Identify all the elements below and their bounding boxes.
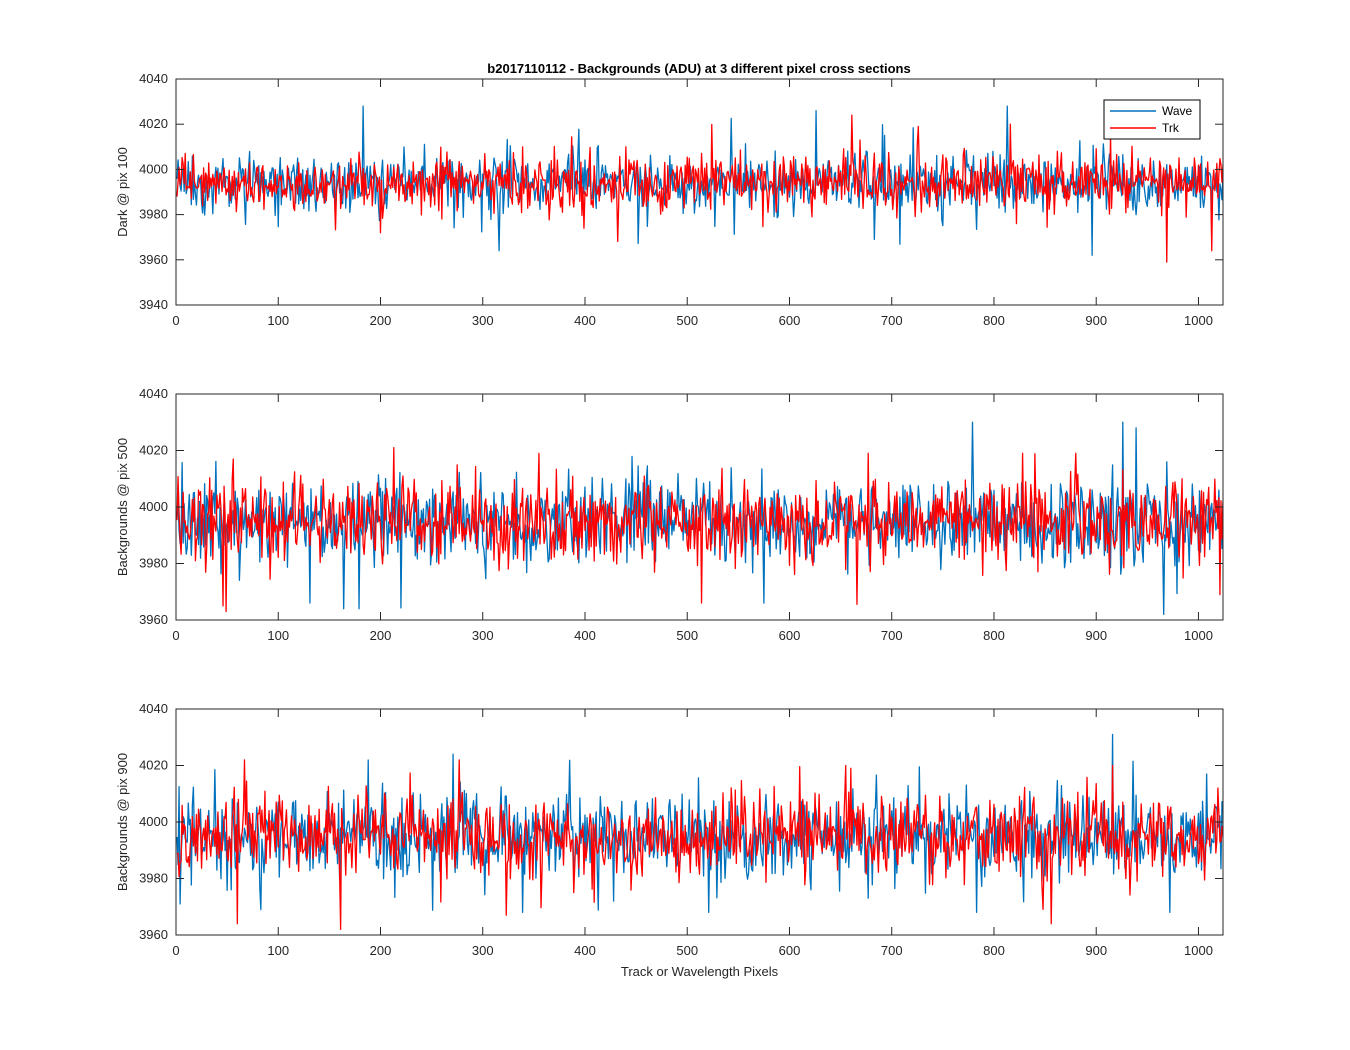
y-tick-label: 4040 <box>139 701 168 716</box>
y-tick-label: 4000 <box>139 814 168 829</box>
x-tick-label: 200 <box>370 943 392 958</box>
y-axis-label: Dark @ pix 100 <box>115 147 130 237</box>
x-tick-label: 600 <box>779 313 801 328</box>
y-tick-label: 3980 <box>139 871 168 886</box>
x-tick-label: 200 <box>370 628 392 643</box>
x-tick-label: 200 <box>370 313 392 328</box>
y-tick-label: 3940 <box>139 297 168 312</box>
x-tick-label: 700 <box>881 313 903 328</box>
legend-label-trk: Trk <box>1162 121 1180 135</box>
y-tick-label: 3960 <box>139 612 168 627</box>
x-tick-label: 500 <box>676 943 698 958</box>
x-tick-label: 1000 <box>1184 313 1213 328</box>
x-tick-label: 700 <box>881 943 903 958</box>
x-tick-label: 900 <box>1085 628 1107 643</box>
legend-label-wave: Wave <box>1162 104 1193 118</box>
x-tick-label: 400 <box>574 628 596 643</box>
x-tick-label: 700 <box>881 628 903 643</box>
panel-dark-pix-100: 0 100 200 300 400 500 600 700 800 900 1000 3940 3960… <box>115 71 1224 328</box>
axes-box <box>175 78 1224 306</box>
x-axis-label: Track or Wavelength Pixels <box>621 964 779 979</box>
x-tick-label: 100 <box>267 628 289 643</box>
x-tick-label: 800 <box>983 943 1005 958</box>
series-line-trk <box>176 114 1223 263</box>
y-tick-label: 4040 <box>139 386 168 401</box>
y-axis-label: Backgrounds @ pix 900 <box>115 753 130 891</box>
x-tick-label: 600 <box>779 943 801 958</box>
series-line-trk <box>176 759 1223 930</box>
y-tick-label: 3960 <box>139 927 168 942</box>
x-tick-label: 0 <box>172 943 179 958</box>
y-tick-label: 4020 <box>139 116 168 131</box>
x-tick-label: 900 <box>1085 313 1107 328</box>
y-tick-label: 4000 <box>139 161 168 176</box>
y-tick-label: 4020 <box>139 443 168 458</box>
x-tick-label: 0 <box>172 313 179 328</box>
legend: Wave Trk <box>1103 99 1201 140</box>
x-tick-label: 1000 <box>1184 628 1213 643</box>
series-group <box>176 421 1223 615</box>
x-tick-label: 500 <box>676 313 698 328</box>
x-tick-label: 300 <box>472 943 494 958</box>
series-group <box>176 105 1223 263</box>
x-tick-label: 300 <box>472 313 494 328</box>
y-tick-label: 3980 <box>139 207 168 222</box>
series-line-trk <box>176 447 1223 613</box>
x-tick-label: 0 <box>172 628 179 643</box>
y-tick-label: 4040 <box>139 71 168 86</box>
series-group <box>176 733 1223 930</box>
panel-backgrounds-pix-900: 0 100 200 300 400 500 600 700 800 900 1000 3960 3980… <box>115 701 1224 979</box>
y-axis-label: Backgrounds @ pix 500 <box>115 438 130 576</box>
series-line-wave <box>176 733 1223 914</box>
x-tick-label: 800 <box>983 313 1005 328</box>
x-tick-label: 100 <box>267 313 289 328</box>
y-tick-label: 3980 <box>139 556 168 571</box>
x-tick-label: 900 <box>1085 943 1107 958</box>
y-tick-label: 4020 <box>139 758 168 773</box>
x-tick-label: 800 <box>983 628 1005 643</box>
chart-title: b2017110112 - Backgrounds (ADU) at 3 dif… <box>487 61 910 76</box>
panel-backgrounds-pix-500: 0 100 200 300 400 500 600 700 800 900 1000 3960 3980… <box>115 386 1224 643</box>
y-tick-label: 3960 <box>139 252 168 267</box>
x-tick-label: 400 <box>574 313 596 328</box>
x-tick-label: 400 <box>574 943 596 958</box>
x-tick-label: 300 <box>472 628 494 643</box>
y-tick-label: 4000 <box>139 499 168 514</box>
x-tick-label: 600 <box>779 628 801 643</box>
legend-box <box>1103 99 1201 140</box>
x-tick-label: 100 <box>267 943 289 958</box>
x-tick-label: 500 <box>676 628 698 643</box>
x-tick-label: 1000 <box>1184 943 1213 958</box>
